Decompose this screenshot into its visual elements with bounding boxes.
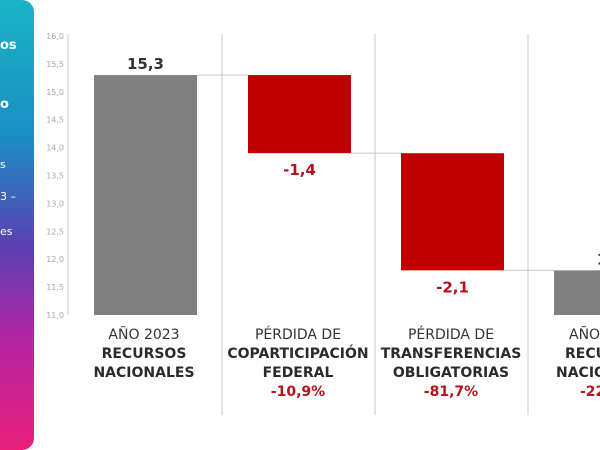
category-label-line2: RECURSOS <box>101 346 187 362</box>
category-label: AÑO RECU NACIO -22 <box>553 326 600 402</box>
side-panel-text: os <box>0 38 17 53</box>
total-value-label: 1 <box>597 250 600 268</box>
loss-value-label: -1,4 <box>283 161 316 179</box>
y-tick-label: 14,5 <box>46 116 64 125</box>
y-tick-label: 13,0 <box>46 199 64 208</box>
y-tick-label: 12,0 <box>46 255 64 264</box>
category-label-line3: OBLIGATORIAS <box>392 365 510 381</box>
category-label-line1: AÑO 2023 <box>108 327 180 343</box>
y-tick-label: 13,5 <box>46 172 64 181</box>
y-tick-label: 12,5 <box>46 227 64 236</box>
y-tick-label: 16,0 <box>46 32 64 41</box>
category-label: PÉRDIDA DE TRANSFERENCIAS OBLIGATORIAS -… <box>376 326 526 402</box>
category-percentage: -10,9% <box>270 384 326 400</box>
category-label-line2: COPARTICIPACIÓN <box>227 346 369 362</box>
loss-bar <box>248 75 351 154</box>
category-percentage: -22 <box>580 384 600 400</box>
y-tick-label: 11,5 <box>46 283 64 292</box>
loss-bar <box>401 153 504 271</box>
category-label-line2: RECU <box>565 346 600 362</box>
side-panel-text: o <box>0 97 9 112</box>
category-percentage: -81,7% <box>423 384 479 400</box>
y-tick-label: 15,5 <box>46 60 64 69</box>
category-label-line3: NACIO <box>556 365 600 381</box>
category-label-line1: PÉRDIDA DE <box>254 327 342 343</box>
category-label-line1: PÉRDIDA DE <box>407 327 495 343</box>
side-panel-text: 3 – <box>0 190 16 203</box>
y-tick-label: 14,0 <box>46 144 64 153</box>
y-tick-label: 15,0 <box>46 88 64 97</box>
category-label-line3: NACIONALES <box>93 365 195 381</box>
category-label: AÑO 2023 RECURSOS NACIONALES <box>69 326 219 383</box>
total-value-label: 15,3 <box>127 55 164 73</box>
category-label-line1: AÑO <box>569 327 600 343</box>
category-label: PÉRDIDA DE COPARTICIPACIÓN FEDERAL -10,9… <box>223 326 373 402</box>
category-label-line2: TRANSFERENCIAS <box>380 346 522 362</box>
side-panel: os o s 3 – es <box>0 0 34 450</box>
side-panel-text: s <box>0 158 6 171</box>
total-bar <box>94 75 197 315</box>
side-panel-text: es <box>0 225 13 238</box>
category-label-line3: FEDERAL <box>262 365 334 381</box>
y-tick-label: 11,0 <box>46 311 64 320</box>
total-bar <box>554 270 600 315</box>
loss-value-label: -2,1 <box>436 278 469 296</box>
